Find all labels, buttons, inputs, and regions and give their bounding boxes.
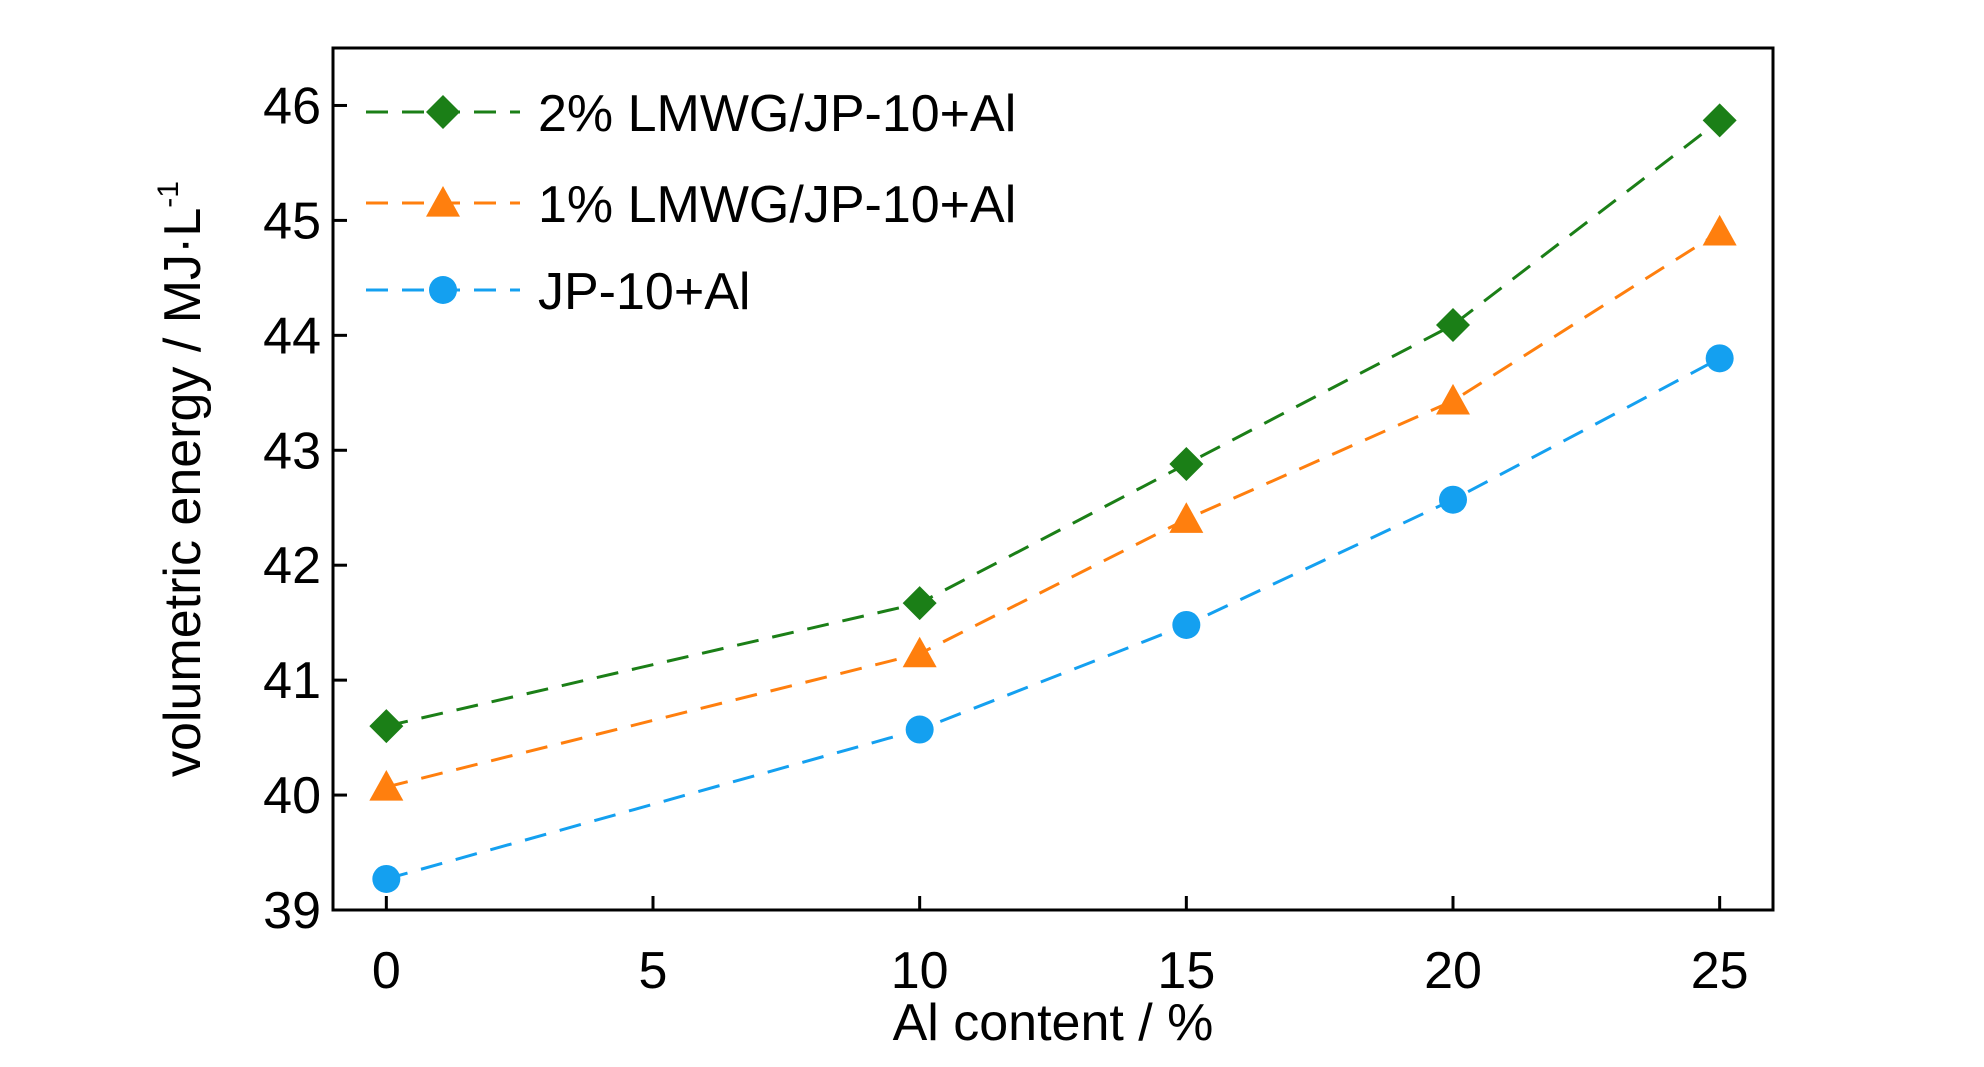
x-tick-label: 0 <box>372 942 401 1000</box>
data-point-series-3 <box>905 715 934 744</box>
legend-label: 1% LMWG/JP-10+Al <box>538 176 1016 234</box>
y-tick-label: 40 <box>263 767 321 825</box>
y-axis-label-text: volumetric energy / MJ·L <box>154 208 212 777</box>
legend-marker <box>426 95 460 129</box>
data-point-series-2 <box>369 770 404 801</box>
data-point-series-3 <box>372 864 401 893</box>
axis-ticks: 0 5 10 15 20 25 39 40 41 42 43 44 45 46 <box>263 77 1748 1000</box>
y-axis-label: volumetric energy / MJ·L-1 <box>152 181 212 777</box>
plot-frame <box>331 46 1775 912</box>
y-tick-label: 39 <box>263 882 321 940</box>
x-axis-label: Al content / % <box>893 994 1214 1052</box>
x-tick-label: 20 <box>1424 942 1482 1000</box>
legend-marker <box>429 276 457 304</box>
y-tick-label: 45 <box>263 192 321 250</box>
y-tick-label: 44 <box>263 307 321 365</box>
data-point-series-1 <box>1702 103 1737 138</box>
data-point-series-2 <box>1436 383 1470 415</box>
y-axis-label-superscript: -1 <box>152 181 185 208</box>
x-tick-label: 5 <box>639 942 668 1000</box>
data-point-series-1 <box>369 709 404 744</box>
legend: 2% LMWG/JP-10+Al 1% LMWG/JP-10+Al JP-10+Al <box>366 85 1016 321</box>
legend-marker <box>426 186 460 217</box>
series-line-3 <box>385 356 1721 881</box>
data-point-series-2 <box>1169 502 1204 533</box>
x-tick-label: 10 <box>891 942 949 1000</box>
data-point-series-1 <box>1436 307 1470 342</box>
y-tick-label: 43 <box>263 422 321 480</box>
data-point-series-3 <box>1439 485 1467 514</box>
x-tick-label: 25 <box>1691 942 1749 1000</box>
data-point-series-3 <box>1172 610 1201 639</box>
data-point-series-2 <box>1702 214 1737 246</box>
y-tick-label: 41 <box>263 652 321 710</box>
x-tick-label: 15 <box>1157 942 1215 1000</box>
data-point-series-1 <box>1169 447 1204 482</box>
legend-label: 2% LMWG/JP-10+Al <box>538 85 1016 143</box>
plot-marks <box>369 103 1737 893</box>
data-point-series-2 <box>902 636 937 668</box>
y-tick-label: 42 <box>263 537 321 595</box>
data-point-series-3 <box>1705 344 1734 373</box>
legend-label: JP-10+Al <box>538 263 750 321</box>
data-point-series-1 <box>902 586 937 621</box>
y-tick-label: 46 <box>263 77 321 135</box>
